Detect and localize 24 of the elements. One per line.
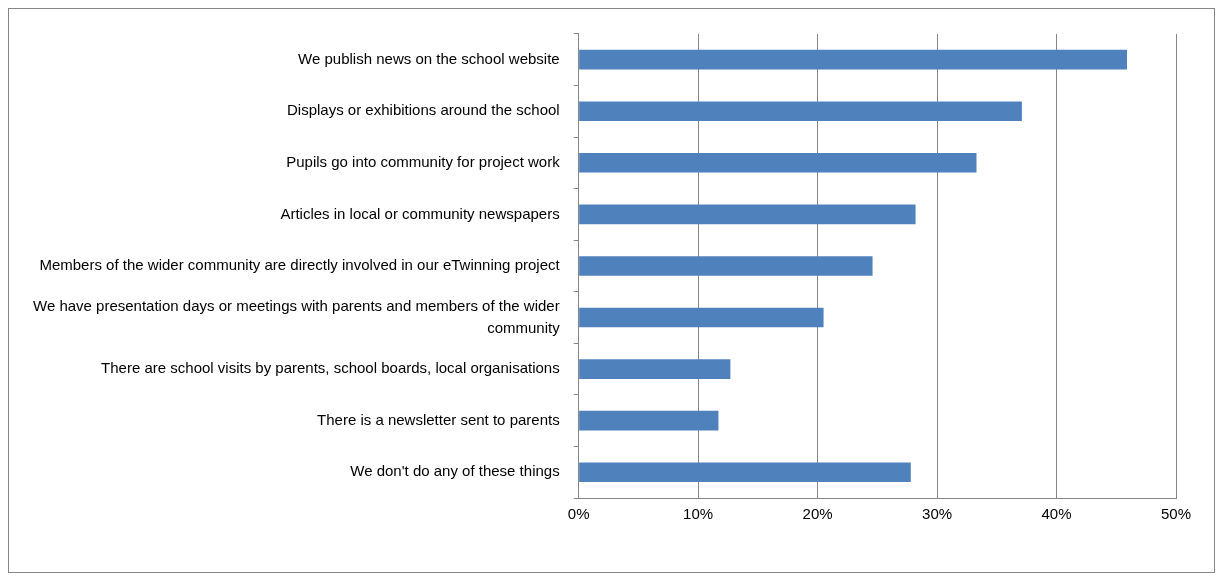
y-tick-label: There are school visits by parents, school boards, local organisations <box>101 359 560 377</box>
x-tick-label: 30% <box>922 505 953 523</box>
x-tick-label: 10% <box>683 505 714 523</box>
bar <box>579 410 719 431</box>
y-tick-label: We publish news on the school website <box>298 49 560 67</box>
bar <box>579 359 731 379</box>
x-tick-label: 40% <box>1041 505 1072 523</box>
bar <box>579 307 824 328</box>
y-tick-label: Members of the wider community are directly involved in our eTwinning project <box>39 256 561 274</box>
bar <box>579 204 916 225</box>
x-tick-label: 50% <box>1160 505 1192 523</box>
y-tick-label: Displays or exhibitions around the school <box>287 101 560 119</box>
bar <box>579 101 1022 122</box>
bar <box>579 153 977 173</box>
x-tick-label: 0% <box>567 505 590 523</box>
y-tick-label: There is a newsletter sent to parents <box>317 410 560 428</box>
bar <box>579 49 1128 70</box>
y-tick-label: We have presentation days or meetings with parents and members of the wider community <box>32 296 561 336</box>
y-tick-label: Pupils go into community for project work <box>286 152 561 170</box>
y-tick-label: We don't do any of these things <box>350 462 560 480</box>
bar <box>579 462 911 483</box>
y-tick-label: Articles in local or community newspapers <box>280 204 560 222</box>
x-tick-label: 20% <box>802 505 833 523</box>
bar <box>579 256 873 276</box>
